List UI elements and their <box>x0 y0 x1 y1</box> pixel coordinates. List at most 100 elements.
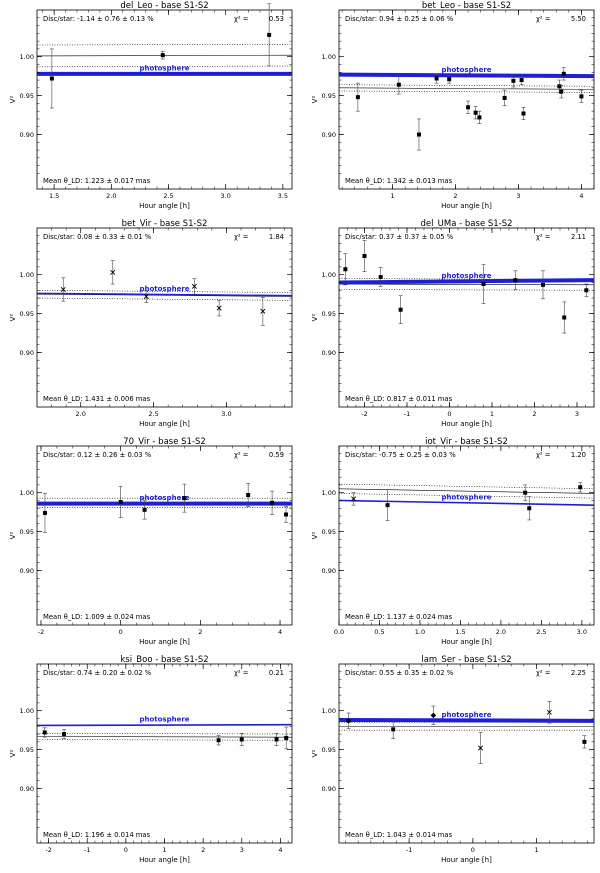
photosphere-label: photosphere <box>441 711 491 719</box>
panel-title: lam_Ser - base S1-S2 <box>421 655 511 665</box>
y-tick-label: 0.95 <box>20 310 34 318</box>
y-tick-label: 1.00 <box>322 271 336 279</box>
marker-dot <box>416 132 421 137</box>
y-tick-label: 0.90 <box>322 131 336 139</box>
mean-theta-annotation: Mean θ_LD: 1.431 ± 0.006 mas <box>43 395 151 403</box>
data-point <box>502 89 507 107</box>
data-point <box>391 719 396 740</box>
x-axis-label: Hour angle [h] <box>139 856 190 864</box>
fit-band-upper <box>37 732 292 735</box>
panel-title: iot_Vir - base S1-S2 <box>425 437 508 447</box>
x-tick-label: 4 <box>278 628 282 636</box>
x-tick-label: -2 <box>45 846 51 854</box>
marker-dot <box>267 32 272 37</box>
data-point <box>142 500 147 520</box>
x-tick-label: 1 <box>535 846 539 854</box>
chi2-value: 0.21 <box>269 669 284 677</box>
data-point <box>239 732 244 747</box>
marker-x <box>260 308 266 314</box>
plot-frame <box>338 9 595 190</box>
marker-dot <box>584 288 589 293</box>
fit-band-upper <box>37 289 292 293</box>
marker-dot <box>519 78 524 83</box>
data-point <box>584 283 589 297</box>
plot-frame <box>36 663 293 844</box>
marker-dot <box>523 490 528 495</box>
chi2-value: 1.20 <box>571 451 586 459</box>
data-point <box>42 727 47 738</box>
marker-dot <box>246 493 251 498</box>
x-tick-label: 2.5 <box>148 410 158 418</box>
photosphere-line <box>339 278 594 285</box>
chart-panel-3: bet_Vir - base S1-S2 0.90 0.95 1.00 2.0 2.5 3.… <box>9 219 293 428</box>
data-point <box>343 253 348 286</box>
marker-dot <box>216 738 221 743</box>
x-tick-label: 1 <box>490 410 494 418</box>
marker-x <box>351 496 357 502</box>
marker-dot <box>42 510 47 515</box>
data-point <box>559 85 564 99</box>
panel-title: bet_Leo - base S1-S2 <box>422 1 511 11</box>
marker-dot <box>511 78 516 83</box>
data-point <box>511 74 516 88</box>
marker-dot <box>521 111 526 116</box>
chi2-value: 0.59 <box>269 451 284 459</box>
data-point <box>62 729 67 740</box>
data-point <box>579 89 584 103</box>
data-point <box>541 270 545 300</box>
panel-title: 70_Vir - base S1-S2 <box>123 437 206 447</box>
chi2-label: χ² = <box>234 451 249 459</box>
x-tick-label: 3 <box>516 192 520 200</box>
marker-dot <box>398 307 403 312</box>
data-point <box>473 106 478 120</box>
plot-area <box>339 72 594 93</box>
marker-dot <box>396 82 401 87</box>
marker-dot <box>362 254 367 259</box>
data-point <box>523 484 528 501</box>
mean-theta-annotation: Mean θ_LD: 1.196 ± 0.014 mas <box>43 831 151 839</box>
marker-dot <box>346 718 351 723</box>
marker-dot <box>274 737 279 742</box>
data-point <box>582 735 587 749</box>
chart-panel-4: del_UMa - base S1-S2 0.90 0.95 1.00 -2 -1 0 1 2 3… <box>311 219 595 428</box>
y-axis-label: V² <box>9 314 17 322</box>
fit-band-upper <box>339 84 594 87</box>
photosphere-line <box>339 718 594 723</box>
fit-band-lower <box>37 739 292 741</box>
marker-dot <box>561 71 566 76</box>
chi2-value: 5.50 <box>571 15 586 23</box>
disc-star-annotation: Disc/star: 0.55 ± 0.35 ± 0.02 % <box>345 669 454 677</box>
data-point <box>478 732 484 764</box>
marker-x <box>60 286 66 293</box>
data-point <box>216 735 221 746</box>
data-point <box>398 295 403 325</box>
data-point <box>447 75 452 84</box>
data-point <box>246 483 251 508</box>
plot-area <box>37 723 292 741</box>
marker-dot <box>578 485 583 490</box>
chi2-label: χ² = <box>536 669 551 677</box>
data-point <box>42 493 47 533</box>
y-tick-label: 0.95 <box>322 92 336 100</box>
marker-dot <box>391 727 396 732</box>
x-tick-label: 0.5 <box>374 628 384 636</box>
y-tick-label: 1.00 <box>20 53 34 61</box>
fit-band-lower <box>339 289 594 291</box>
y-tick-label: 1.00 <box>322 53 336 61</box>
fit-line <box>339 87 594 90</box>
photosphere-label: photosphere <box>139 64 189 72</box>
x-tick-label: 3 <box>240 846 244 854</box>
photosphere-label: photosphere <box>441 493 491 501</box>
data-point <box>355 82 360 112</box>
y-tick-label: 0.95 <box>20 746 34 754</box>
x-tick-label: -2 <box>38 628 44 636</box>
marker-x <box>478 745 484 751</box>
mean-theta-annotation: Mean θ_LD: 1.342 ± 0.013 mas <box>345 177 453 185</box>
y-tick-label: 0.90 <box>20 131 34 139</box>
x-tick-label: 2 <box>532 410 536 418</box>
y-tick-label: 0.95 <box>20 92 34 100</box>
chart-panel-6: iot_Vir - base S1-S2 0.90 0.95 1.00 0.0 0.5 1.… <box>311 437 595 646</box>
y-tick-label: 1.00 <box>322 707 336 715</box>
data-point <box>110 260 116 285</box>
